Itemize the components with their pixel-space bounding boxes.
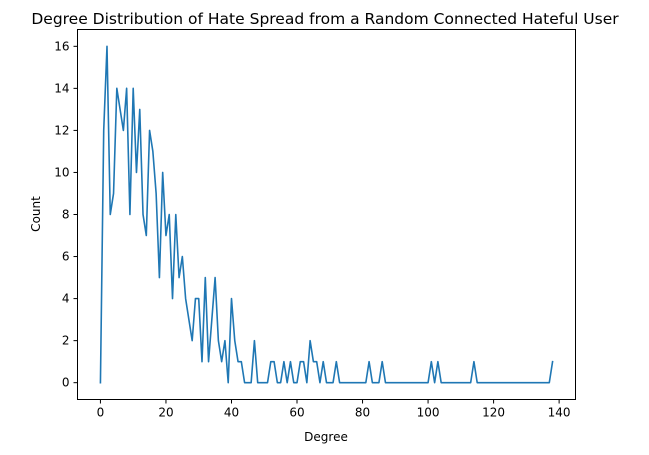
- y-tick-label: 0: [62, 376, 70, 390]
- y-tick-label: 4: [62, 292, 70, 306]
- y-axis-label: Count: [29, 196, 43, 232]
- series-line: [99, 45, 554, 384]
- x-axis-label: Degree: [304, 430, 348, 444]
- y-tick-label: 2: [62, 334, 70, 348]
- x-tick-label: 140: [548, 406, 571, 420]
- y-tick-label: 8: [62, 208, 70, 222]
- x-tick-label: 100: [417, 406, 440, 420]
- x-axis: 0 20 40 60 80 100 120 140: [97, 399, 571, 420]
- y-tick-label: 12: [54, 123, 69, 137]
- x-tick-label: 120: [482, 406, 505, 420]
- y-tick-label: 6: [62, 250, 70, 264]
- series-layer: [99, 45, 554, 384]
- y-tick-label: 16: [54, 39, 69, 53]
- y-tick-label: 10: [54, 165, 69, 179]
- x-tick-label: 60: [289, 406, 304, 420]
- chart-title: Degree Distribution of Hate Spread from …: [31, 10, 619, 28]
- x-tick-label: 20: [158, 406, 173, 420]
- plot-frame: [77, 29, 576, 400]
- x-tick-label: 40: [224, 406, 239, 420]
- y-axis: 0 2 4 6 8 10 12 14 16: [54, 39, 78, 390]
- y-tick-label: 14: [54, 81, 69, 95]
- x-tick-label: 0: [97, 406, 105, 420]
- x-tick-label: 80: [355, 406, 370, 420]
